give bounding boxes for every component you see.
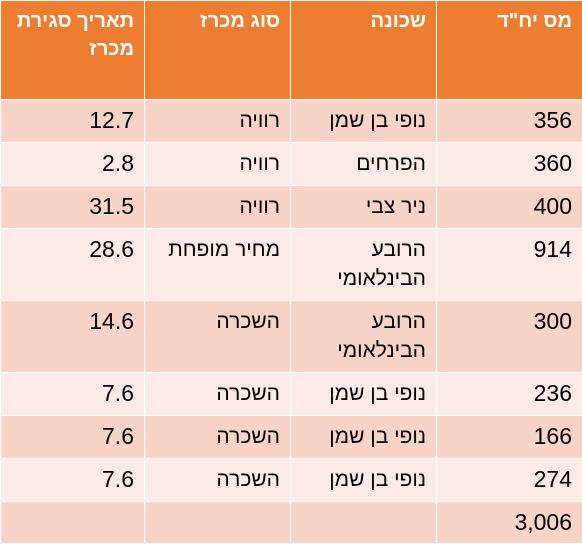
cell-tender-type: השכרה: [145, 459, 291, 502]
cell-neighborhood: ניר צבי: [291, 186, 437, 229]
table-row: 166 נופי בן שמן השכרה 7.6: [1, 416, 582, 459]
header-row: מס יח"ד שכונה סוג מכרז תאריך סגירת מכרז: [1, 1, 582, 100]
cell-units: 236: [437, 373, 582, 416]
header-units: מס יח"ד: [437, 1, 582, 100]
total-tender-type: [145, 502, 291, 544]
cell-closing-date: 28.6: [1, 229, 145, 301]
cell-closing-date: 14.6: [1, 301, 145, 373]
cell-closing-date: 7.6: [1, 416, 145, 459]
cell-units: 300: [437, 301, 582, 373]
table-row: 236 נופי בן שמן השכרה 7.6: [1, 373, 582, 416]
total-units: 3,006: [437, 502, 582, 544]
total-neighborhood: [291, 502, 437, 544]
cell-neighborhood: נופי בן שמן: [291, 459, 437, 502]
total-closing-date: [1, 502, 145, 544]
header-closing-date: תאריך סגירת מכרז: [1, 1, 145, 100]
table-row: 274 נופי בן שמן השכרה 7.6: [1, 459, 582, 502]
cell-neighborhood: הרובע הבינלאומי: [291, 301, 437, 373]
table-row: 300 הרובע הבינלאומי השכרה 14.6: [1, 301, 582, 373]
cell-tender-type: השכרה: [145, 373, 291, 416]
cell-units: 356: [437, 100, 582, 143]
cell-units: 914: [437, 229, 582, 301]
table-row: 360 הפרחים רוויה 2.8: [1, 143, 582, 186]
cell-neighborhood: הפרחים: [291, 143, 437, 186]
cell-neighborhood: נופי בן שמן: [291, 416, 437, 459]
table-row: 400 ניר צבי רוויה 31.5: [1, 186, 582, 229]
cell-closing-date: 7.6: [1, 459, 145, 502]
header-neighborhood: שכונה: [291, 1, 437, 100]
cell-units: 360: [437, 143, 582, 186]
cell-tender-type: השכרה: [145, 301, 291, 373]
cell-neighborhood: הרובע הבינלאומי: [291, 229, 437, 301]
total-row: 3,006: [1, 502, 582, 544]
cell-tender-type: רוויה: [145, 186, 291, 229]
cell-neighborhood: נופי בן שמן: [291, 373, 437, 416]
cell-tender-type: מחיר מופחת: [145, 229, 291, 301]
cell-units: 166: [437, 416, 582, 459]
cell-closing-date: 12.7: [1, 100, 145, 143]
cell-closing-date: 7.6: [1, 373, 145, 416]
cell-units: 274: [437, 459, 582, 502]
cell-tender-type: רוויה: [145, 100, 291, 143]
table-row: 914 הרובע הבינלאומי מחיר מופחת 28.6: [1, 229, 582, 301]
cell-closing-date: 2.8: [1, 143, 145, 186]
cell-tender-type: רוויה: [145, 143, 291, 186]
cell-closing-date: 31.5: [1, 186, 145, 229]
cell-units: 400: [437, 186, 582, 229]
cell-tender-type: השכרה: [145, 416, 291, 459]
table-row: 356 נופי בן שמן רוויה 12.7: [1, 100, 582, 143]
cell-neighborhood: נופי בן שמן: [291, 100, 437, 143]
header-tender-type: סוג מכרז: [145, 1, 291, 100]
